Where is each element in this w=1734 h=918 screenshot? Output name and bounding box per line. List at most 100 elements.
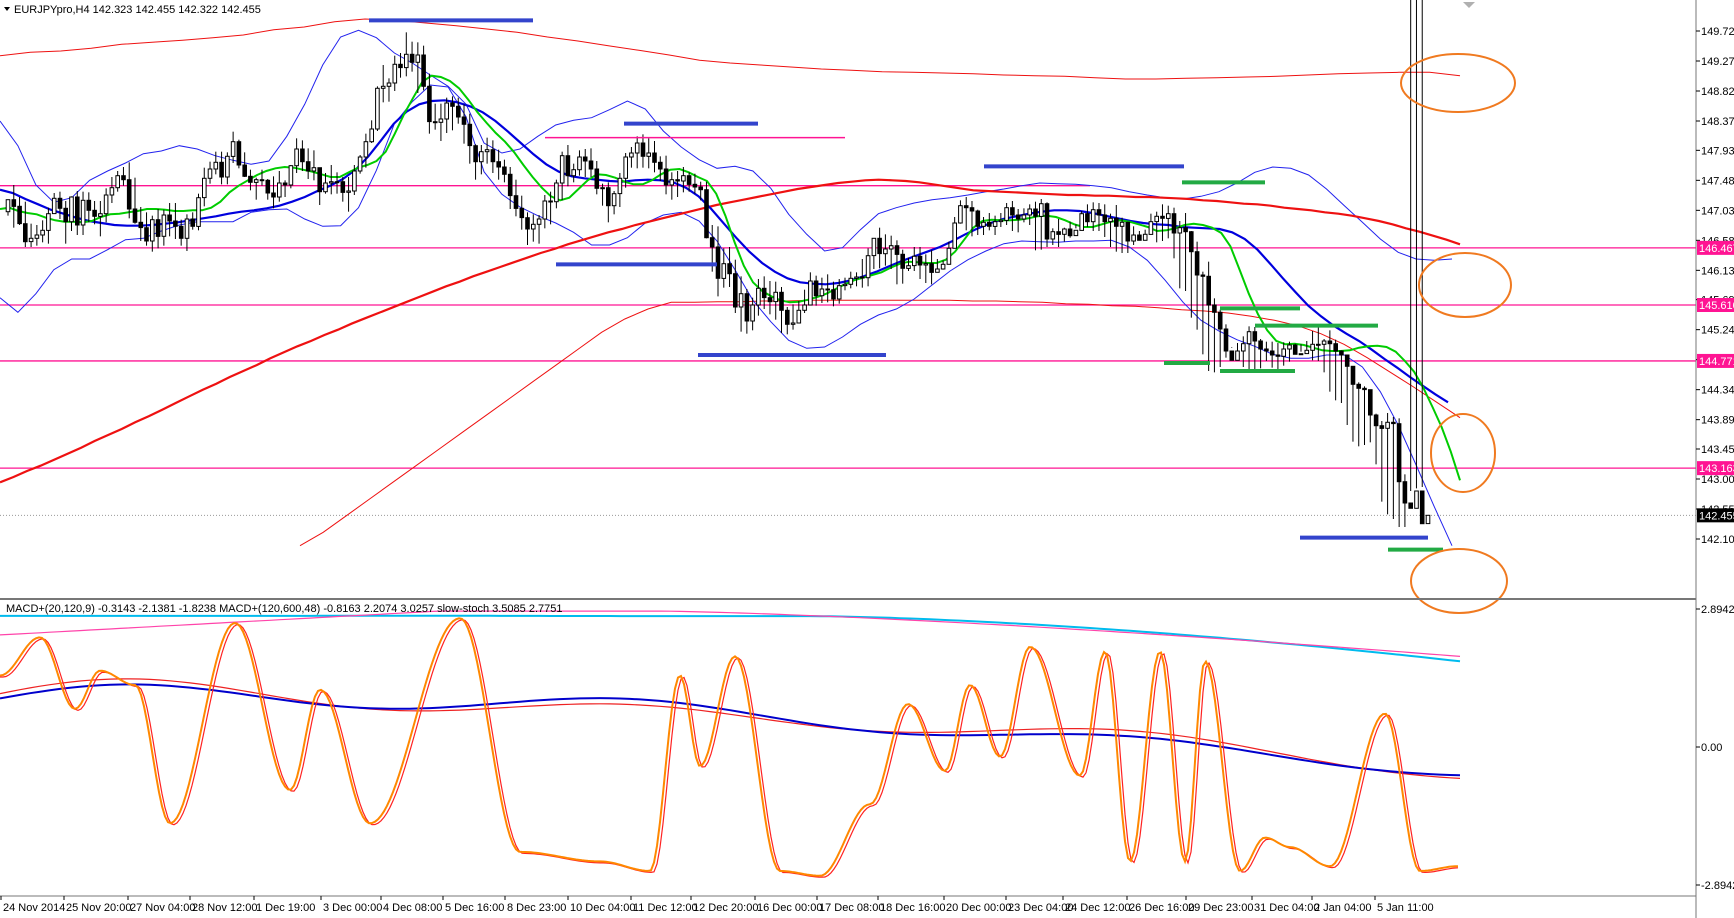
candle[interactable] (1287, 341, 1292, 362)
candle[interactable] (490, 140, 496, 173)
candle[interactable] (519, 195, 525, 230)
candle[interactable] (357, 155, 363, 174)
candle[interactable] (1119, 217, 1125, 253)
highlight-circle[interactable] (1418, 252, 1512, 318)
candle[interactable] (923, 254, 929, 283)
candle[interactable] (167, 203, 172, 237)
candle[interactable] (1010, 201, 1015, 231)
candle[interactable] (900, 249, 906, 284)
candle[interactable] (577, 150, 582, 176)
candle[interactable] (392, 55, 398, 91)
candle[interactable] (877, 227, 882, 269)
candle[interactable] (1321, 339, 1327, 373)
candle[interactable] (288, 165, 294, 189)
candle[interactable] (571, 163, 577, 183)
candle[interactable] (617, 173, 623, 207)
candle[interactable] (1039, 199, 1044, 250)
candle[interactable] (1350, 365, 1356, 442)
candle[interactable] (727, 247, 732, 287)
candle[interactable] (1004, 203, 1009, 225)
candle[interactable] (1206, 261, 1212, 371)
candle[interactable] (242, 152, 247, 177)
candle[interactable] (1096, 203, 1102, 231)
candle[interactable] (929, 250, 934, 285)
candle[interactable] (1391, 417, 1396, 519)
candle[interactable] (1344, 354, 1350, 425)
candle[interactable] (565, 145, 571, 187)
candle[interactable] (219, 151, 224, 185)
candle[interactable] (311, 150, 317, 181)
candle[interactable] (588, 148, 594, 177)
candle[interactable] (23, 201, 28, 247)
candle[interactable] (40, 220, 45, 243)
candle[interactable] (207, 161, 213, 184)
candle[interactable] (502, 159, 507, 183)
candle[interactable] (773, 281, 779, 320)
candle[interactable] (733, 259, 738, 313)
candle[interactable] (80, 191, 86, 235)
candle[interactable] (802, 289, 807, 313)
chart-shift-icon[interactable] (1463, 2, 1475, 8)
candle[interactable] (380, 65, 386, 103)
candle[interactable] (1414, 0, 1419, 509)
candle[interactable] (196, 193, 201, 231)
candle[interactable] (1131, 226, 1136, 245)
candle[interactable] (779, 287, 784, 333)
candle[interactable] (513, 179, 519, 217)
candle[interactable] (1223, 324, 1229, 358)
candle[interactable] (1379, 421, 1385, 502)
candle[interactable] (1402, 474, 1408, 527)
candle[interactable] (346, 177, 351, 212)
candle[interactable] (854, 272, 859, 287)
candle[interactable] (1062, 227, 1067, 242)
candle[interactable] (871, 237, 877, 269)
candle[interactable] (248, 169, 253, 191)
candle[interactable] (1246, 326, 1252, 371)
candle[interactable] (1298, 344, 1304, 356)
candle[interactable] (1125, 221, 1131, 253)
candle[interactable] (253, 177, 259, 200)
candle[interactable] (329, 165, 334, 195)
candle[interactable] (1252, 327, 1258, 369)
candle[interactable] (467, 113, 473, 164)
candle[interactable] (582, 149, 588, 177)
candle[interactable] (1183, 213, 1188, 291)
candle[interactable] (559, 151, 565, 201)
candle[interactable] (1408, 0, 1414, 509)
candle[interactable] (640, 134, 646, 168)
candle[interactable] (438, 103, 444, 141)
candle[interactable] (888, 235, 894, 269)
candle[interactable] (5, 199, 11, 216)
candle[interactable] (63, 201, 69, 244)
candle[interactable] (213, 151, 219, 175)
candle[interactable] (790, 304, 796, 330)
candle[interactable] (756, 279, 761, 316)
candle[interactable] (450, 96, 455, 131)
candle[interactable] (917, 247, 923, 279)
candle[interactable] (398, 53, 403, 78)
candle[interactable] (554, 179, 559, 209)
candle[interactable] (981, 217, 986, 235)
candle[interactable] (386, 78, 392, 102)
candle[interactable] (46, 207, 51, 244)
candle[interactable] (1229, 347, 1235, 361)
candle[interactable] (1368, 389, 1373, 443)
candle[interactable] (432, 103, 438, 130)
candle[interactable] (1275, 343, 1281, 371)
candle[interactable] (1396, 418, 1402, 527)
candle[interactable] (698, 181, 704, 201)
candle[interactable] (86, 192, 92, 223)
candle[interactable] (611, 191, 617, 215)
candle[interactable] (940, 260, 946, 270)
candle[interactable] (721, 248, 727, 288)
candle[interactable] (692, 173, 698, 194)
candle[interactable] (1194, 241, 1200, 330)
candle[interactable] (126, 162, 132, 219)
candle[interactable] (1148, 213, 1154, 235)
candle[interactable] (1362, 386, 1367, 445)
candle[interactable] (969, 201, 975, 237)
candle[interactable] (646, 138, 652, 169)
candle[interactable] (634, 136, 640, 169)
candle[interactable] (1033, 201, 1038, 251)
candle[interactable] (236, 139, 242, 169)
